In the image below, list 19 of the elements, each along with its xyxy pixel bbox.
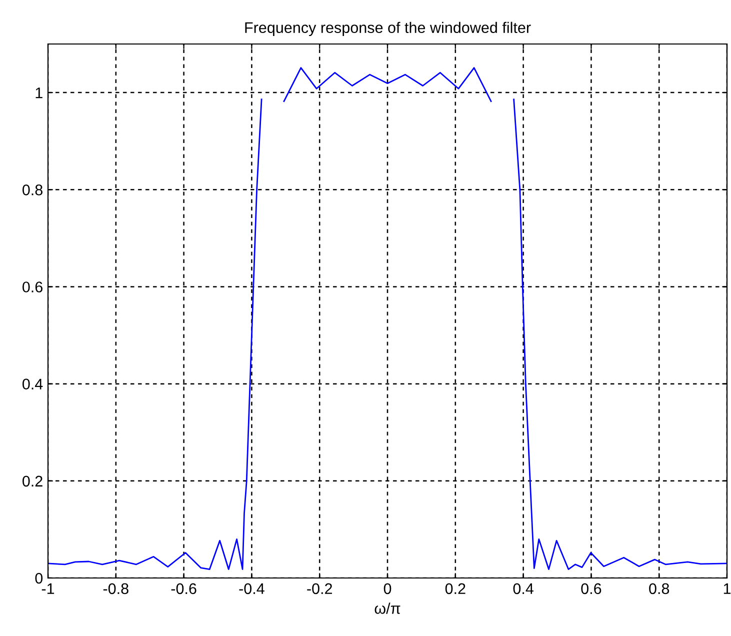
x-tick-label: 0.6: [581, 583, 602, 594]
x-tick-label: -0.4: [239, 583, 264, 594]
x-axis-title: ω/π: [374, 602, 400, 614]
x-tick-label: -0.8: [103, 583, 128, 594]
chart-title: Frequency response of the windowed filter: [245, 22, 531, 36]
y-tick-label: 1: [36, 88, 42, 98]
x-tick-label: -0.2: [307, 583, 332, 594]
x-tick-label: -1: [42, 583, 54, 594]
x-tick-label: -0.6: [171, 583, 196, 594]
y-tick-label: 0.2: [22, 476, 42, 487]
x-tick-label: 1: [724, 583, 731, 594]
x-tick-label: 0.2: [445, 583, 466, 594]
x-tick-label: 0.8: [649, 583, 670, 594]
x-tick-label: 0.4: [513, 583, 534, 594]
y-tick-label: 0: [35, 572, 43, 584]
y-tick-label: 0.4: [22, 378, 43, 390]
y-tick-label: 0.8: [22, 184, 42, 196]
y-tick-label: 0.6: [22, 282, 42, 292]
x-tick-label: 0: [384, 583, 392, 594]
